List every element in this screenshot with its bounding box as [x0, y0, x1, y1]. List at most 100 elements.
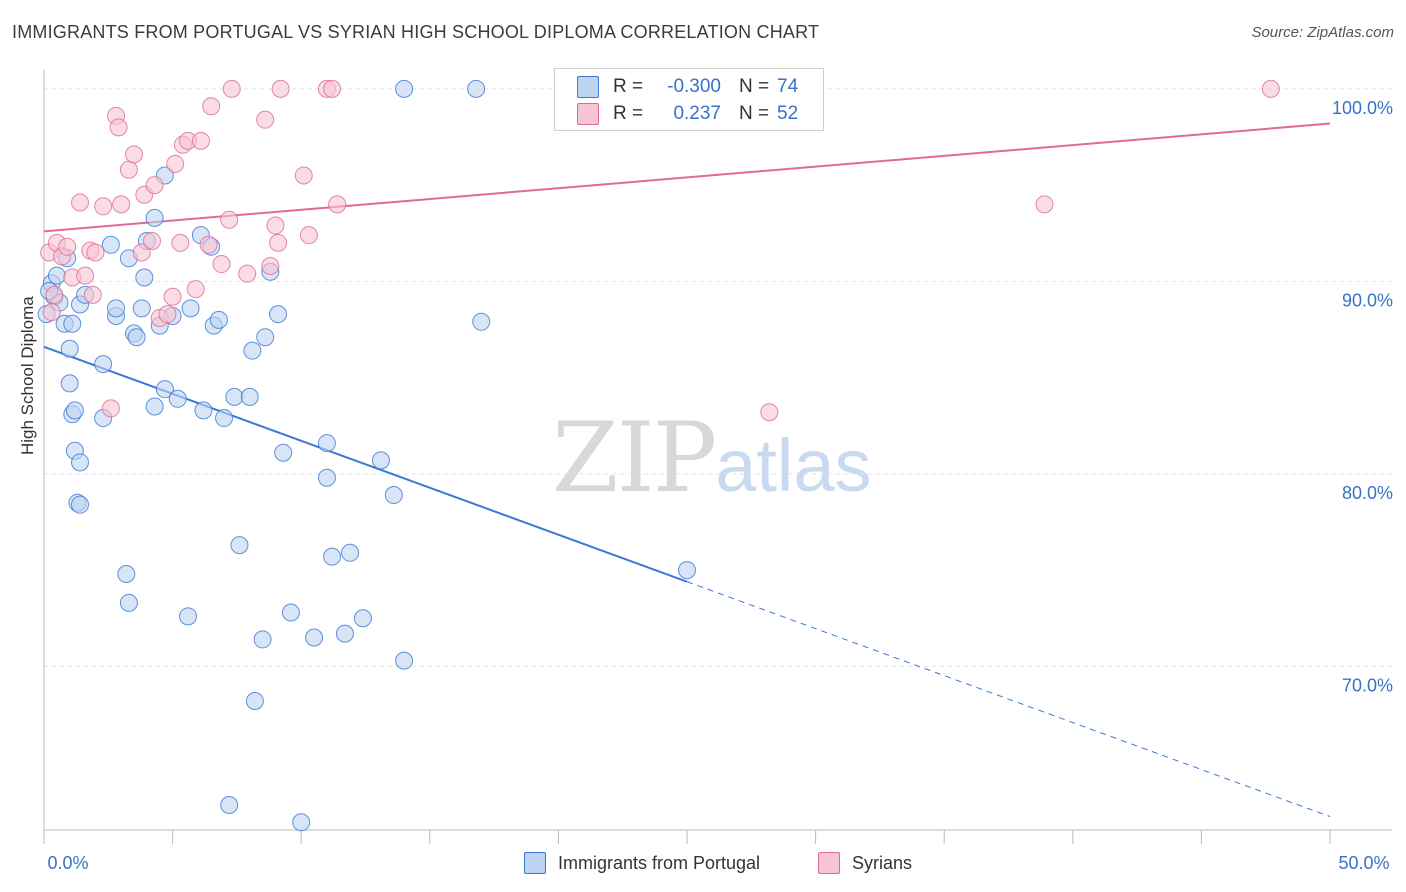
portugal-point	[371, 451, 390, 470]
portugal-point	[317, 468, 336, 487]
portugal-trend-extension	[686, 581, 1331, 817]
legend-row-syrians: R = 0.237 N = 52	[577, 101, 798, 127]
portugal-point	[107, 299, 126, 318]
syrians-point	[171, 233, 190, 252]
legend-swatch-portugal	[577, 76, 599, 98]
correlation-legend: R = -0.300 N = 74 R = 0.237 N = 52	[554, 68, 824, 131]
portugal-point	[253, 630, 272, 649]
syrians-point	[238, 264, 257, 283]
portugal-point	[395, 79, 414, 98]
source-credit: Source: ZipAtlas.com	[1251, 24, 1394, 41]
portugal-point	[472, 312, 491, 331]
syrians-point	[58, 237, 77, 256]
portugal-point	[145, 397, 164, 416]
portugal-point	[353, 609, 372, 628]
x-tick-label: 50.0%	[1338, 853, 1389, 873]
portugal-point	[71, 453, 90, 472]
syrians-trend-line	[43, 122, 1331, 233]
legend-swatch-syrians	[818, 852, 840, 874]
syrians-point	[163, 287, 182, 306]
watermark-zip: ZIP	[552, 402, 717, 514]
portugal-point	[145, 208, 164, 227]
portugal-point	[317, 434, 336, 453]
portugal-point	[341, 543, 360, 562]
syrians-point	[256, 110, 275, 129]
portugal-point	[194, 401, 213, 420]
legend-n-value: 74	[777, 76, 799, 97]
legend-n-value: 52	[777, 103, 799, 124]
portugal-point	[60, 374, 79, 393]
syrians-point	[76, 266, 95, 285]
syrians-point	[191, 131, 210, 150]
syrians-point	[294, 166, 313, 185]
portugal-point	[220, 795, 239, 814]
watermark-atlas: atlas	[715, 424, 872, 507]
legend-item-portugal[interactable]: Immigrants from Portugal	[524, 852, 760, 874]
portugal-point	[240, 387, 259, 406]
portugal-point	[305, 628, 324, 647]
portugal-point	[179, 607, 198, 626]
portugal-point	[101, 235, 120, 254]
y-axis-label: High School Diploma	[18, 296, 37, 455]
portugal-point	[47, 266, 66, 285]
portugal-trend-line	[43, 345, 688, 583]
legend-row-portugal: R = -0.300 N = 74	[577, 74, 798, 100]
syrians-point	[269, 233, 288, 252]
portugal-point	[395, 651, 414, 670]
portugal-point	[132, 299, 151, 318]
trend-lines	[43, 122, 1331, 817]
syrians-point	[261, 256, 280, 275]
portugal-point	[65, 401, 84, 420]
legend-swatch-portugal	[524, 852, 546, 874]
syrians-point	[1261, 79, 1280, 98]
syrians-point	[83, 285, 102, 304]
y-tick-label: 90.0%	[1342, 290, 1393, 310]
syrians-point	[1035, 195, 1054, 214]
syrians-point	[143, 231, 162, 250]
legend-r-value: -0.300	[667, 76, 721, 97]
syrians-point	[199, 235, 218, 254]
legend-label-portugal: Immigrants from Portugal	[558, 852, 761, 873]
syrians-point	[94, 197, 113, 216]
syrians-point	[266, 216, 285, 235]
portugal-point	[63, 314, 82, 333]
chart-title: IMMIGRANTS FROM PORTUGAL VS SYRIAN HIGH …	[12, 22, 820, 42]
legend-item-syrians[interactable]: Syrians	[818, 852, 912, 874]
portugal-point	[119, 593, 138, 612]
portugal-point	[281, 603, 300, 622]
legend-r-value: 0.237	[673, 103, 721, 124]
y-tick-label: 70.0%	[1342, 675, 1393, 695]
legend-r-label: R =	[613, 76, 644, 97]
legend-n-label: N =	[739, 76, 770, 97]
tick-labels: 70.0% 80.0% 90.0% 100.0% 0.0% 50.0%	[47, 98, 1393, 873]
syrians-point	[202, 97, 221, 116]
syrians-point	[222, 79, 241, 98]
syrians-point	[271, 79, 290, 98]
legend-r-label: R =	[613, 103, 644, 124]
syrians-point	[125, 145, 144, 164]
portugal-point	[269, 305, 288, 324]
syrians-point	[101, 399, 120, 418]
portugal-point	[467, 79, 486, 98]
y-tick-label: 80.0%	[1342, 483, 1393, 503]
syrians-point	[145, 176, 164, 195]
syrians-point	[86, 243, 105, 262]
portugal-point	[215, 409, 234, 428]
syrians-point	[132, 243, 151, 262]
portugal-point	[60, 339, 79, 358]
syrians-point	[323, 79, 342, 98]
axes	[43, 70, 1392, 844]
portugal-point	[230, 536, 249, 555]
portugal-point	[155, 380, 174, 399]
data-points	[37, 79, 1280, 832]
x-tick-label: 0.0%	[47, 853, 88, 873]
syrians-point	[328, 195, 347, 214]
portugal-point	[71, 495, 90, 514]
syrians-point	[112, 195, 131, 214]
syrians-point	[220, 210, 239, 229]
syrians-point	[186, 280, 205, 299]
syrians-point	[71, 193, 90, 212]
portugal-point	[209, 310, 228, 329]
syrians-point	[45, 285, 64, 304]
syrians-point	[109, 118, 128, 137]
